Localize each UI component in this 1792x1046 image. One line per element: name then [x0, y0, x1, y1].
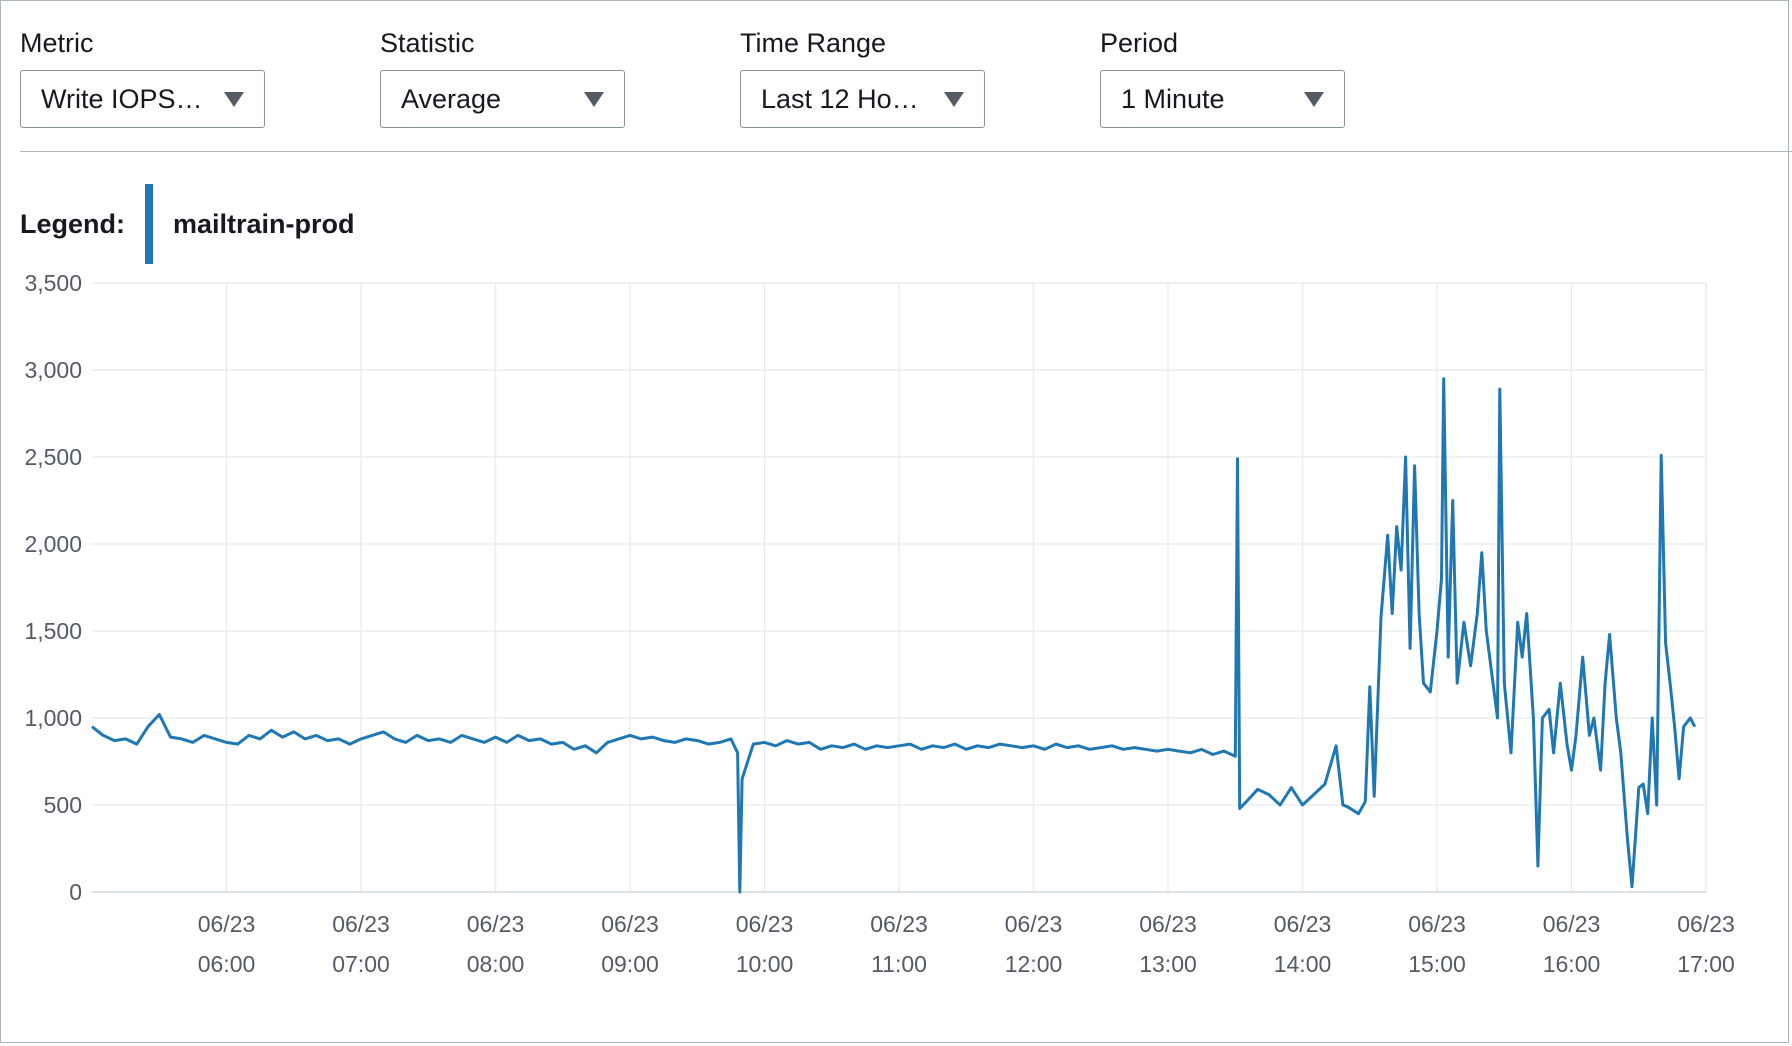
period-value: 1 Minute [1121, 83, 1225, 114]
period-label: Period [1100, 28, 1179, 58]
time-range-select[interactable]: Last 12 Ho… [740, 70, 985, 128]
x-tick-time-label: 12:00 [1005, 951, 1063, 977]
caret-down-icon [584, 91, 604, 107]
period-control: Period 1 Minute [1100, 26, 1460, 128]
statistic-select[interactable]: Average [380, 70, 625, 128]
time-range-value: Last 12 Ho… [761, 83, 919, 114]
statistic-control: Statistic Average [380, 26, 740, 128]
y-tick-label: 2,500 [24, 444, 82, 470]
legend-title: Legend: [20, 208, 125, 239]
x-tick-date-label: 06/23 [1139, 911, 1197, 937]
x-tick-time-label: 10:00 [736, 951, 794, 977]
y-tick-label: 2,000 [24, 531, 82, 557]
statistic-value: Average [401, 83, 502, 114]
x-tick-date-label: 06/23 [870, 911, 928, 937]
caret-down-icon [1304, 91, 1324, 107]
x-tick-time-label: 07:00 [332, 951, 390, 977]
y-tick-label: 0 [69, 879, 82, 905]
x-tick-time-label: 13:00 [1139, 951, 1197, 977]
statistic-label: Statistic [380, 28, 475, 58]
legend: Legend: mailtrain-prod [20, 184, 355, 264]
x-tick-time-label: 08:00 [467, 951, 525, 977]
x-tick-date-label: 06/23 [1274, 911, 1332, 937]
y-tick-label: 1,000 [24, 705, 82, 731]
caret-down-icon [224, 91, 244, 107]
series-line-mailtrain-prod [91, 377, 1697, 894]
time-range-control: Time Range Last 12 Ho… [740, 26, 1100, 128]
x-tick-time-label: 14:00 [1274, 951, 1332, 977]
metric-control: Metric Write IOPS… [20, 26, 380, 128]
x-tick-date-label: 06/23 [1543, 911, 1601, 937]
x-tick-date-label: 06/23 [198, 911, 256, 937]
divider [20, 151, 1792, 152]
metric-label: Metric [20, 28, 94, 58]
y-tick-label: 500 [44, 792, 82, 818]
controls-bar: Metric Write IOPS… Statistic Average Tim… [20, 26, 1460, 128]
x-tick-time-label: 17:00 [1677, 951, 1735, 977]
x-tick-time-label: 09:00 [601, 951, 659, 977]
x-tick-date-label: 06/23 [1005, 911, 1063, 937]
time-range-label: Time Range [740, 28, 887, 58]
x-tick-date-label: 06/23 [467, 911, 525, 937]
x-tick-date-label: 06/23 [601, 911, 659, 937]
legend-series-name[interactable]: mailtrain-prod [173, 208, 355, 239]
x-tick-time-label: 16:00 [1543, 951, 1601, 977]
metric-select[interactable]: Write IOPS… [20, 70, 265, 128]
caret-down-icon [944, 91, 964, 107]
period-select[interactable]: 1 Minute [1100, 70, 1345, 128]
y-tick-label: 3,500 [24, 270, 82, 296]
x-tick-date-label: 06/23 [736, 911, 794, 937]
x-tick-date-label: 06/23 [1677, 911, 1735, 937]
x-tick-time-label: 15:00 [1408, 951, 1466, 977]
x-tick-date-label: 06/23 [1408, 911, 1466, 937]
x-tick-time-label: 11:00 [871, 951, 927, 977]
y-tick-label: 3,000 [24, 357, 82, 383]
metric-value: Write IOPS… [41, 83, 203, 114]
x-tick-date-label: 06/23 [332, 911, 390, 937]
y-tick-label: 1,500 [24, 618, 82, 644]
legend-swatch [145, 184, 153, 264]
x-tick-time-label: 06:00 [198, 951, 256, 977]
